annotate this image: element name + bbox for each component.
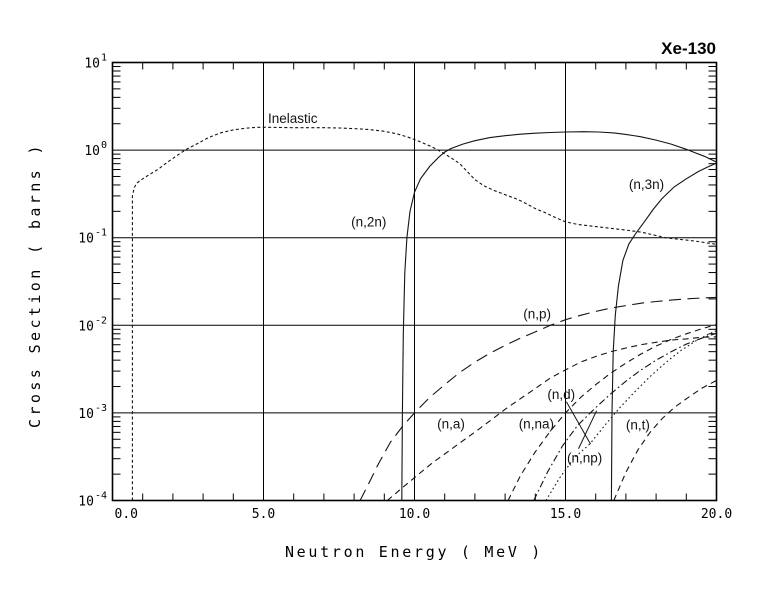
curve-nt bbox=[613, 379, 717, 501]
plot-frame bbox=[111, 61, 718, 502]
curve-label-nnp: (n,np) bbox=[567, 451, 602, 466]
curve-label-np: (n,p) bbox=[523, 306, 551, 321]
curve-inelastic bbox=[131, 126, 717, 501]
axis-ticks bbox=[112, 62, 717, 501]
x-axis-title: Neutron Energy ( MeV ) bbox=[285, 543, 543, 561]
data-curves bbox=[131, 126, 717, 501]
y-tick-label: 10-3 bbox=[78, 403, 107, 422]
curve-label-na: (n,a) bbox=[437, 417, 465, 432]
curve-n2n bbox=[401, 131, 717, 501]
curve-n3n bbox=[610, 162, 717, 501]
y-tick-label: 10-4 bbox=[78, 491, 107, 510]
curve-label-nt: (n,t) bbox=[626, 417, 650, 432]
leader-line-nd bbox=[565, 401, 592, 445]
x-tick-label: 20.0 bbox=[701, 507, 732, 522]
tick-labels: 0.0 5.0 10.0 15.0 20.0 101 100 10-1 10-2 10-3 10-4 bbox=[78, 53, 732, 523]
curve-label-n3n: (n,3n) bbox=[629, 177, 664, 192]
curve-label-nd: (n,d) bbox=[547, 387, 575, 402]
curve-nnp bbox=[533, 332, 717, 501]
y-tick-label: 10-1 bbox=[78, 228, 107, 247]
curve-annotations: Inelastic (n,2n) (n,3n) (n,p) (n,a) (n,na) (n,… bbox=[268, 111, 664, 466]
curve-label-n2n: (n,2n) bbox=[351, 214, 386, 229]
x-tick-label: 0.0 bbox=[115, 507, 138, 522]
x-tick-label: 15.0 bbox=[550, 507, 581, 522]
curve-nna bbox=[507, 323, 717, 501]
leader-line-nnp bbox=[578, 410, 598, 449]
curve-nd bbox=[545, 330, 717, 501]
y-tick-label: 10-2 bbox=[78, 315, 107, 334]
y-tick-label: 100 bbox=[84, 140, 107, 159]
y-axis-title: Cross Section ( barns ) bbox=[26, 142, 44, 428]
curve-label-nna: (n,na) bbox=[519, 417, 554, 432]
curve-label-inelastic: Inelastic bbox=[268, 111, 318, 126]
x-tick-label: 10.0 bbox=[399, 507, 430, 522]
page-title: Xe-130 bbox=[661, 39, 716, 58]
x-tick-label: 5.0 bbox=[252, 507, 275, 522]
gridlines bbox=[112, 62, 717, 501]
curve-np bbox=[359, 296, 717, 501]
y-tick-label: 101 bbox=[84, 53, 107, 72]
